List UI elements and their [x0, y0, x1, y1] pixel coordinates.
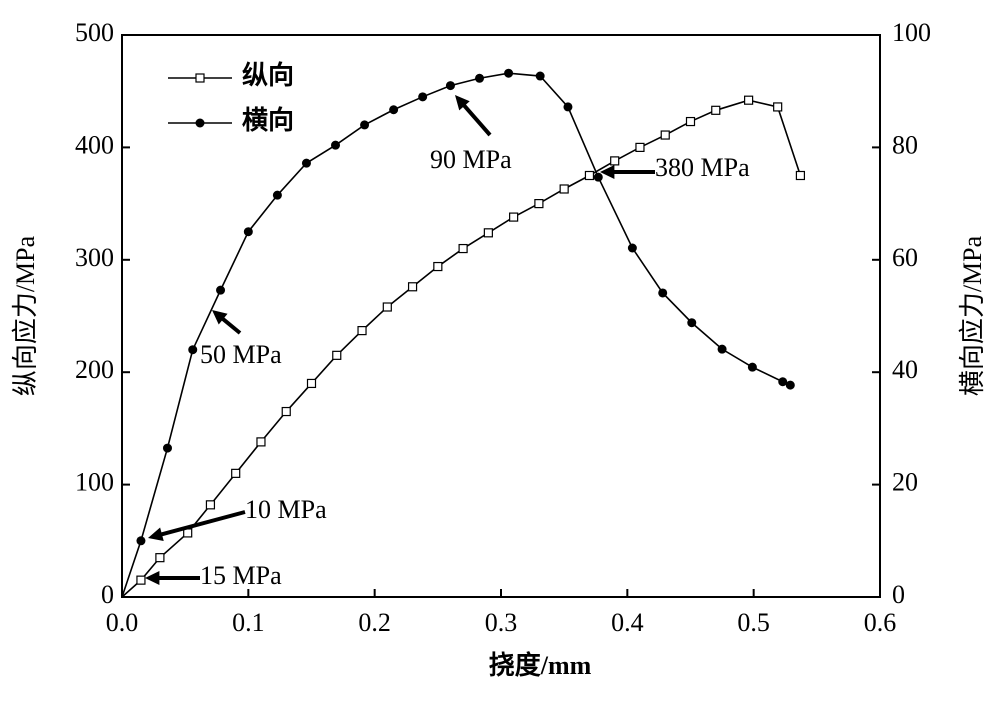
marker: [785, 380, 795, 390]
marker: [535, 71, 545, 81]
marker: [778, 377, 788, 387]
y2-tick-label: 20: [892, 468, 918, 497]
marker: [382, 302, 392, 312]
marker: [747, 362, 757, 372]
marker: [458, 243, 468, 254]
series-line: [121, 99, 802, 598]
marker: [534, 199, 544, 209]
marker: [188, 345, 198, 355]
marker: [162, 443, 172, 453]
marker: [445, 81, 455, 91]
y2-tick-label: 0: [892, 580, 905, 609]
marker: [773, 102, 783, 112]
annotation: 15 MPa: [200, 561, 282, 590]
marker: [281, 406, 291, 417]
annotation-arrowhead: [212, 310, 228, 325]
marker: [717, 344, 727, 354]
annotation: 380 MPa: [655, 153, 750, 182]
annotation-arrowhead: [455, 95, 470, 111]
y2-tick-label: 100: [892, 18, 931, 47]
y-axis-label: 纵向应力/MPa: [11, 235, 40, 396]
marker: [205, 500, 216, 510]
marker: [584, 170, 595, 181]
marker: [660, 130, 670, 140]
marker: [658, 288, 668, 298]
marker: [357, 326, 367, 336]
y-tick-label: 100: [75, 468, 114, 497]
marker: [509, 212, 519, 222]
marker: [685, 116, 696, 127]
legend-label: 纵向: [242, 60, 294, 90]
marker: [136, 536, 146, 546]
marker: [136, 575, 146, 585]
marker: [744, 95, 754, 105]
marker: [301, 158, 311, 168]
x-tick-label: 0.1: [232, 608, 265, 637]
x-tick-label: 0.4: [611, 608, 644, 637]
marker: [504, 68, 514, 78]
x-tick-label: 0.3: [485, 608, 518, 637]
marker: [563, 102, 573, 112]
marker: [711, 105, 721, 115]
marker: [195, 118, 205, 128]
y-tick-label: 300: [75, 243, 114, 272]
marker: [216, 285, 226, 295]
marker: [306, 378, 317, 389]
marker: [418, 92, 428, 102]
marker: [593, 172, 603, 182]
x-tick-label: 0.5: [737, 608, 770, 637]
marker: [272, 190, 282, 200]
x-axis-label: 挠度/mm: [489, 650, 592, 680]
y-tick-label: 400: [75, 130, 114, 159]
y-tick-label: 200: [75, 355, 114, 384]
marker: [243, 227, 253, 237]
marker: [687, 318, 697, 328]
legend-label: 横向: [242, 105, 294, 135]
marker: [256, 437, 266, 447]
x-tick-label: 0.6: [864, 608, 897, 637]
marker: [627, 243, 637, 253]
annotation-arrowhead: [145, 571, 160, 585]
marker: [407, 282, 418, 292]
marker: [610, 156, 620, 166]
annotation-arrowhead: [600, 165, 615, 179]
marker: [195, 73, 205, 83]
marker: [155, 553, 165, 563]
annotation-arrow: [155, 510, 246, 538]
marker: [475, 73, 485, 83]
marker: [389, 105, 399, 115]
marker: [795, 170, 806, 181]
marker: [360, 120, 370, 130]
marker: [483, 228, 493, 238]
y-tick-label: 500: [75, 18, 114, 47]
marker: [331, 140, 341, 150]
marker: [433, 261, 443, 272]
annotation-arrowhead: [148, 527, 164, 541]
y2-tick-label: 40: [892, 355, 918, 384]
y2-tick-label: 60: [892, 243, 918, 272]
marker: [635, 142, 645, 152]
x-tick-label: 0.2: [358, 608, 391, 637]
x-tick-label: 0.0: [106, 608, 139, 637]
y-tick-label: 0: [101, 580, 114, 609]
annotation-arrow: [458, 99, 492, 137]
annotation: 50 MPa: [200, 340, 282, 369]
marker: [231, 468, 241, 478]
annotation: 10 MPa: [245, 495, 327, 524]
annotation: 90 MPa: [430, 145, 512, 174]
marker: [332, 350, 342, 360]
y2-tick-label: 80: [892, 130, 918, 159]
marker: [559, 184, 569, 194]
y2-axis-label: 横向应力/MPa: [958, 235, 987, 396]
